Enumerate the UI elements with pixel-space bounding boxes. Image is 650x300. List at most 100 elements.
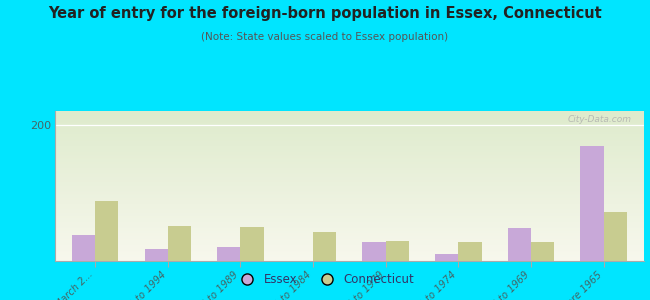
Bar <box>55 255 644 256</box>
Bar <box>55 146 644 147</box>
Bar <box>55 184 644 186</box>
Bar <box>55 228 644 230</box>
Bar <box>55 200 644 201</box>
Bar <box>72 235 95 261</box>
Bar <box>508 228 531 261</box>
Bar <box>55 216 644 218</box>
Bar <box>55 243 644 244</box>
Bar <box>55 120 644 122</box>
Bar <box>55 116 644 117</box>
Bar <box>55 177 644 178</box>
Bar <box>55 141 644 142</box>
Bar <box>55 222 644 224</box>
Bar <box>55 260 644 261</box>
Bar <box>55 202 644 204</box>
Bar <box>55 142 644 144</box>
Bar <box>55 135 644 136</box>
Bar <box>55 165 644 166</box>
Bar <box>55 231 644 232</box>
Bar <box>95 201 118 261</box>
Bar <box>55 248 644 249</box>
Bar <box>55 238 644 240</box>
Bar <box>55 123 644 124</box>
Bar <box>55 172 644 174</box>
Bar <box>144 249 168 261</box>
Bar <box>55 207 644 208</box>
Bar <box>55 159 644 160</box>
Bar <box>55 219 644 220</box>
Bar <box>55 258 644 260</box>
Bar <box>55 186 644 188</box>
Bar <box>55 182 644 183</box>
Bar <box>55 160 644 162</box>
Legend: Essex, Connecticut: Essex, Connecticut <box>231 269 419 291</box>
Bar <box>55 111 644 112</box>
Bar <box>55 195 644 196</box>
Bar <box>55 226 644 228</box>
Bar <box>55 213 644 214</box>
Bar <box>55 169 644 171</box>
Bar <box>55 136 644 138</box>
Bar <box>55 156 644 158</box>
Bar <box>604 212 627 261</box>
Bar <box>217 248 240 261</box>
Bar <box>55 152 644 153</box>
Bar <box>313 232 336 261</box>
Bar <box>55 240 644 242</box>
Bar <box>55 130 644 132</box>
Bar <box>55 132 644 134</box>
Bar <box>55 244 644 246</box>
Bar <box>55 218 644 219</box>
Bar <box>55 196 644 198</box>
Bar <box>55 144 644 146</box>
Bar <box>55 178 644 180</box>
Bar <box>55 180 644 182</box>
Bar <box>55 214 644 216</box>
Bar <box>168 226 191 261</box>
Bar <box>531 242 554 261</box>
Text: City-Data.com: City-Data.com <box>567 116 632 124</box>
Bar <box>55 194 644 195</box>
Bar <box>363 242 385 261</box>
Bar <box>55 138 644 140</box>
Bar <box>55 230 644 231</box>
Bar <box>55 148 644 150</box>
Bar <box>55 234 644 236</box>
Bar <box>55 254 644 255</box>
Bar <box>55 232 644 234</box>
Bar <box>55 126 644 128</box>
Bar <box>55 129 644 130</box>
Bar <box>435 254 458 261</box>
Bar <box>55 112 644 114</box>
Bar <box>55 208 644 210</box>
Bar <box>55 171 644 172</box>
Bar <box>55 134 644 135</box>
Bar <box>55 237 644 238</box>
Bar <box>55 164 644 165</box>
Bar <box>385 241 409 261</box>
Bar <box>55 140 644 141</box>
Bar <box>55 162 644 164</box>
Bar <box>55 242 644 243</box>
Bar <box>55 236 644 237</box>
Bar <box>240 227 264 261</box>
Bar <box>55 150 644 152</box>
Bar <box>55 188 644 189</box>
Bar <box>55 189 644 190</box>
Bar <box>55 252 644 254</box>
Bar <box>55 176 644 177</box>
Bar <box>55 225 644 226</box>
Bar <box>55 256 644 258</box>
Bar <box>55 174 644 176</box>
Bar <box>580 146 604 261</box>
Bar <box>55 122 644 123</box>
Bar <box>55 201 644 202</box>
Bar <box>55 118 644 120</box>
Bar <box>55 124 644 126</box>
Bar <box>55 114 644 116</box>
Bar <box>55 168 644 170</box>
Bar <box>55 249 644 250</box>
Bar <box>55 246 644 247</box>
Bar <box>55 212 644 213</box>
Bar <box>55 147 644 148</box>
